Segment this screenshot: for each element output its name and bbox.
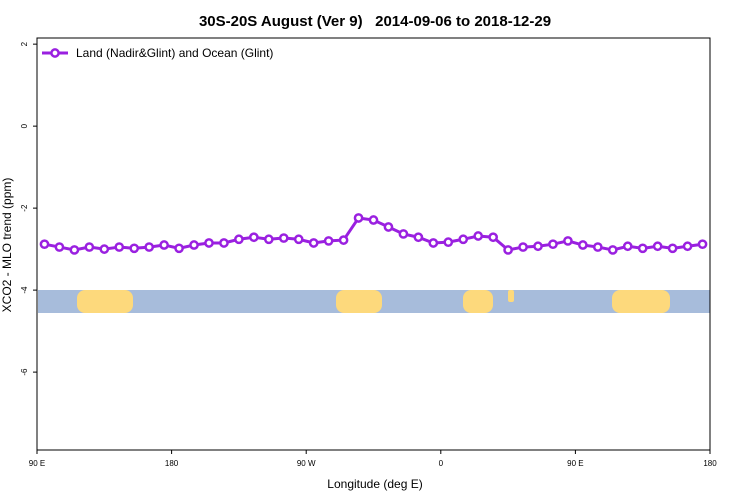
land-patch (463, 290, 493, 313)
data-point (84, 242, 95, 252)
data-point (368, 215, 379, 225)
data-point (69, 245, 80, 255)
plot-frame (36, 37, 711, 451)
data-point (204, 238, 214, 248)
y-tick-label: 2 (20, 41, 29, 46)
data-point (533, 241, 543, 252)
data-point (488, 232, 498, 243)
data-point (189, 240, 199, 250)
data-point (174, 243, 184, 254)
y-axis-label: XCO2 - MLO trend (ppm) (0, 178, 14, 313)
y-tick-label: 0 (20, 123, 29, 128)
data-point (622, 241, 633, 252)
data-point (219, 238, 229, 248)
y-tick-label: -4 (20, 286, 29, 294)
legend-label: Land (Nadir&Glint) and Ocean (Glint) (76, 46, 273, 60)
land-patch (77, 290, 133, 313)
data-point (563, 236, 573, 246)
data-point (278, 233, 289, 243)
data-point (652, 241, 663, 252)
data-point (114, 242, 125, 252)
data-point (129, 243, 140, 254)
data-point (323, 236, 334, 246)
data-point (99, 244, 110, 254)
data-point (518, 242, 528, 252)
data-point (338, 235, 349, 245)
data-point (682, 241, 693, 252)
data-point (249, 232, 259, 243)
data-point (54, 242, 65, 252)
x-tick-label: 90 E (29, 459, 45, 468)
data-point (473, 231, 484, 241)
land-patch (508, 290, 514, 302)
land-patch (612, 290, 670, 313)
data-point (413, 232, 424, 243)
data-point (443, 237, 454, 248)
x-tick-label: 90 W (297, 459, 316, 468)
data-point (398, 229, 409, 239)
legend-marker (50, 48, 60, 58)
x-tick-label: 90 E (567, 459, 583, 468)
data-point (637, 243, 648, 254)
data-point (667, 243, 678, 254)
data-point (383, 222, 394, 232)
x-axis-label: Longitude (deg E) (327, 477, 422, 491)
chart-title: 30S-20S August (Ver 9) 2014-09-06 to 201… (199, 13, 551, 30)
data-point (159, 240, 169, 250)
data-point (263, 234, 274, 245)
data-point (503, 245, 513, 255)
land-mask (38, 290, 710, 313)
data-point (697, 239, 708, 250)
data-point (293, 234, 304, 245)
x-tick-label: 180 (165, 459, 179, 468)
data-point (607, 245, 618, 255)
data-point (234, 234, 244, 245)
x-tick-label: 0 (439, 459, 444, 468)
data-point (458, 234, 469, 245)
data-point (353, 213, 364, 223)
data-point (308, 238, 319, 248)
data-point (592, 242, 603, 252)
land-patch (336, 290, 382, 313)
y-tick-label: -6 (20, 368, 29, 376)
data-point (428, 238, 439, 248)
data-point (578, 240, 588, 250)
data-point (548, 239, 558, 250)
x-tick-label: 180 (703, 459, 717, 468)
y-tick-label: -2 (20, 204, 29, 212)
data-point (144, 242, 155, 252)
data-point (39, 239, 50, 250)
